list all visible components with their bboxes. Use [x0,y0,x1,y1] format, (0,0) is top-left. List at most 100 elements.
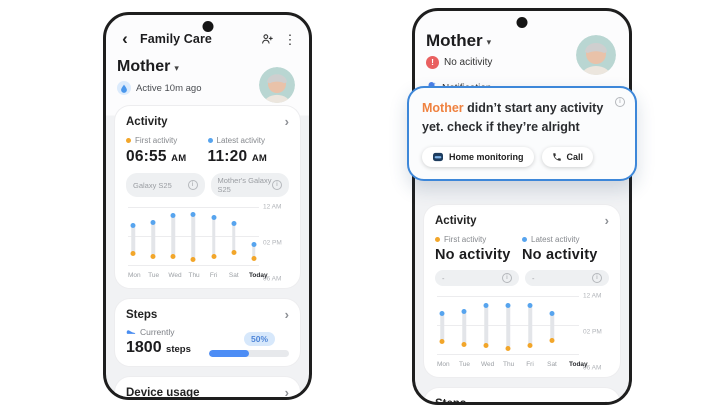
first-activity-stat: First activity No activity [435,235,522,263]
chart-bar-column [148,207,158,265]
chart-day-label: Fri [526,361,534,368]
activity-card-header[interactable]: Activity › [126,115,289,128]
info-icon[interactable]: i [502,273,512,283]
add-member-icon[interactable] [259,31,275,47]
latest-activity-time: 11:20 [207,148,248,165]
device-chip[interactable]: Mother's Galaxy S25 i [210,173,289,197]
chart-bar-column [249,207,259,265]
chart-bar-column [437,296,447,354]
first-activity-value: No activity [435,247,511,263]
chart-day-labels: Mon Tue Wed Thu Fri Sat Today [128,272,268,279]
phone-icon [552,152,561,161]
chart-gridline [437,296,579,297]
latest-activity-dot [150,219,156,225]
member-selector[interactable]: Mother ▾ [117,58,298,76]
activity-card: Activity › First activity No activity La… [424,205,620,377]
avatar[interactable] [259,67,295,103]
steps-card: Steps › Currently 1800 steps 50% [115,299,300,366]
steps-unit: steps [166,344,191,355]
progress-fill [209,350,249,357]
first-activity-dot [150,253,156,259]
steps-card: Steps › Currently 7100 steps 71% [424,388,620,402]
avatar[interactable] [576,35,616,75]
device-usage-card: Device usage › Mobile usage TV viewing t… [115,377,300,400]
activity-card-header[interactable]: Activity › [435,214,609,227]
latest-activity-dot [527,303,533,309]
member-name: Mother [426,31,483,50]
device-chip[interactable]: - i [525,270,609,286]
member-selector[interactable]: Mother ▾ [426,19,618,51]
latest-activity-meridiem: AM [251,153,267,164]
call-button[interactable]: Call [541,146,594,167]
chart-bar-column [547,296,557,354]
chart-day-label: Sat [547,361,557,368]
activity-card-title: Activity [435,214,477,227]
latest-activity-dot [505,302,511,308]
latest-activity-dot [461,309,467,315]
member-name: Mother [117,58,171,75]
info-icon[interactable]: i [615,97,625,107]
chart-range-bar [191,214,196,260]
chart-bar-column [188,207,198,265]
chart-range-bar [528,305,532,346]
phone-right: Mother ▾ ! No acitivity Notification [412,8,632,405]
device-chip[interactable]: Galaxy S25 i [126,173,205,197]
chart-bars [128,207,259,265]
chart-axis-label: 12 AM [583,292,602,300]
home-monitoring-label: Home monitoring [449,151,524,162]
first-activity-dot [461,342,467,348]
device-chips: - i - i [435,270,609,286]
latest-activity-dot [130,223,136,229]
latest-activity-dot [439,311,445,317]
first-activity-dot [251,256,257,262]
device-chips: Galaxy S25 i Mother's Galaxy S25 i [126,173,289,197]
home-monitoring-button[interactable]: Home monitoring [422,146,534,167]
first-activity-dot [549,338,555,344]
page-title: Family Care [140,32,212,46]
chart-day-label: Mon [128,272,141,279]
steps-currently-label: Currently [140,327,175,337]
chart-range-bar [506,305,510,349]
chevron-down-icon: ▾ [174,62,179,73]
info-icon[interactable]: i [592,273,602,283]
first-activity-dot [190,256,196,262]
status-text: Active 10m ago [136,82,202,94]
device-chip[interactable]: - i [435,270,519,286]
chart-axis-label: 02 PM [263,239,282,247]
device-chip-label: Mother's Galaxy S25 [217,176,272,194]
first-activity-dot [483,343,489,349]
latest-activity-label: Latest activity [216,136,265,145]
chart-axis-label: 06 AM [263,275,282,283]
first-activity-dot [439,338,445,344]
chart-range-bar [440,313,444,342]
latest-activity-label: Latest activity [531,235,580,244]
chart-day-label: Thu [188,272,200,279]
steps-card-header[interactable]: Steps › [126,308,289,321]
steps-progress: 50% [209,332,289,357]
active-status-icon [117,81,131,95]
callout-message-text: didn’t start any activity yet. check if … [422,101,604,134]
camera-punch-hole [202,21,213,32]
latest-activity-dot [211,214,217,220]
home-monitor-icon [433,152,443,161]
callout-member-name: Mother [422,101,464,115]
orange-dot-icon [435,237,440,242]
first-activity-meridiem: AM [171,153,187,164]
blue-dot-icon [207,138,213,143]
back-button[interactable]: ‹ [122,29,128,48]
steps-card-header[interactable]: Steps › [435,397,609,402]
chart-bar-column [168,207,178,265]
info-icon[interactable]: i [187,180,198,190]
chart-range-bar [252,244,256,259]
chevron-right-icon: › [604,213,609,228]
activity-chart: 12 AM 02 PM 06 AM Mon Tue Wed Thu Fri Sat Today [126,204,289,283]
first-activity-dot [505,345,511,351]
more-options-icon[interactable]: ⋮ [283,31,297,47]
chart-range-bar [550,313,554,341]
chevron-right-icon: › [284,385,289,400]
info-icon[interactable]: i [272,180,282,190]
chart-day-label: Tue [148,272,160,279]
device-usage-header[interactable]: Device usage › [126,385,289,400]
activity-stats: First activity 06:55 AM Latest activity … [126,136,289,166]
